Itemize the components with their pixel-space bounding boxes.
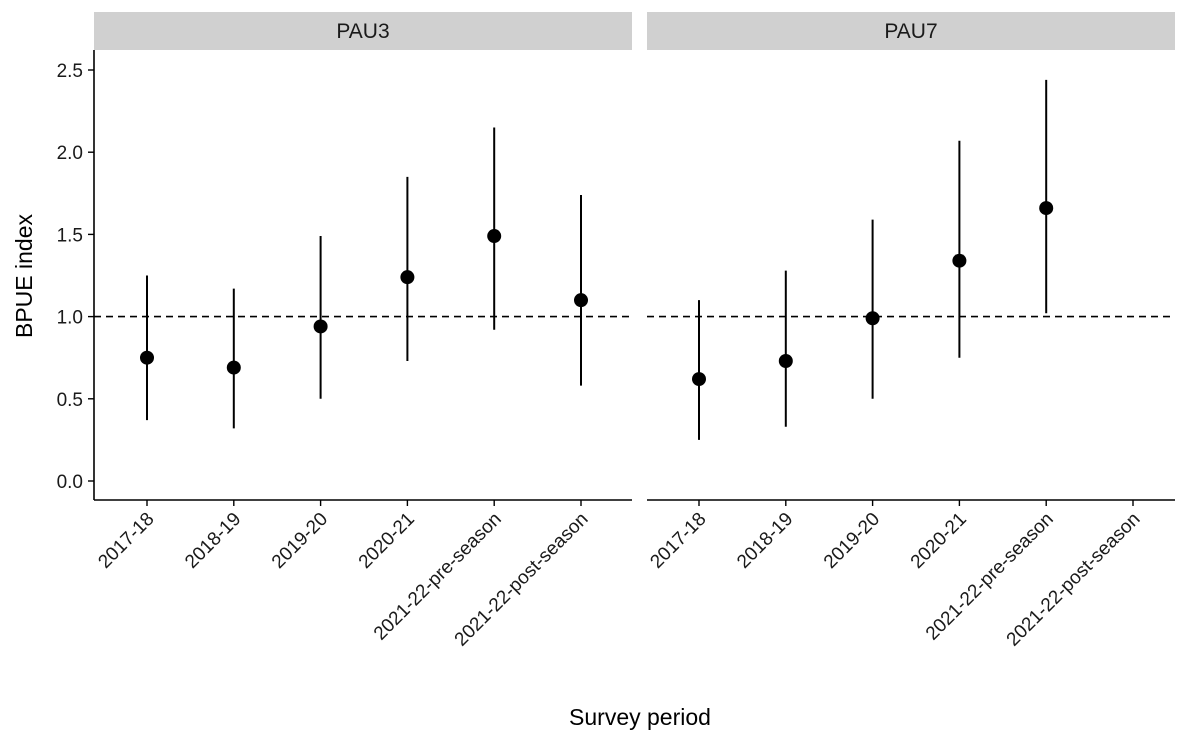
data-point [313,319,328,334]
y-tick-label: 2.5 [57,61,83,82]
x-tick-label: 2020-21 [907,509,971,573]
panel-pau3: PAU3 0.0 0.5 1.0 1.5 2.0 2.5 2017-18 2018-19 2019… [57,12,632,651]
y-tick-label: 1.5 [57,225,83,246]
y-tick-label: 0.0 [57,472,83,493]
x-tick-label: 2017-18 [94,509,158,573]
facet-strip-label: PAU3 [336,20,389,43]
panels-layer: PAU3 0.0 0.5 1.0 1.5 2.0 2.5 2017-18 2018-19 2019… [57,12,1175,651]
x-axis-title: Survey period [569,704,711,730]
x-tick-label: 2017-18 [646,509,710,573]
facet-strip-label: PAU7 [884,20,937,43]
data-point [140,350,154,365]
data-point [778,353,793,368]
x-tick-label: 2020-21 [355,509,419,573]
facet-strip [94,12,632,50]
x-tick-label: 2019-20 [268,509,332,573]
data-point [865,311,880,326]
data-point [1039,201,1054,216]
x-tick-label: 2018-19 [733,509,797,573]
y-tick-label: 2.0 [57,143,83,164]
y-tick-label: 1.0 [57,308,83,329]
data-point [574,293,588,308]
y-tick-label: 0.5 [57,390,83,411]
data-point [952,253,967,268]
data-point [226,360,241,375]
y-axis-title: BPUE index [11,214,37,339]
x-tick-label: 2018-19 [181,509,245,573]
data-point [487,229,502,244]
data-point [692,372,706,387]
facet-strip [647,12,1175,50]
x-tick-label: 2019-20 [820,509,884,573]
data-point [400,270,415,285]
